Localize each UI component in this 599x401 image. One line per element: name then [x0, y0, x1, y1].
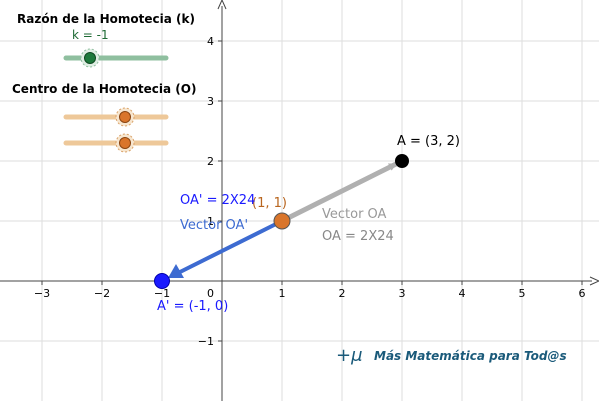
point-a-label: A = (3, 2) [397, 134, 460, 149]
x-tick-label: −2 [94, 287, 110, 300]
y-axis-arrow-icon [217, 0, 227, 10]
y-tick-label: 2 [207, 155, 214, 168]
y-tick-label: 4 [207, 35, 214, 48]
k-slider-title: Razón de la Homotecia (k) [17, 12, 195, 26]
x-tick-label: 2 [339, 287, 346, 300]
vector-oa-prime-value-label: OA' = 2X24 [180, 193, 255, 208]
center-x-slider-knob[interactable] [119, 111, 131, 123]
vector-oa-name-label: Vector OA [322, 207, 387, 222]
y-tick-label: 1 [207, 215, 214, 228]
vector-oa-prime-name-label: Vector OA' [180, 218, 248, 233]
x-tick-label: 3 [399, 287, 406, 300]
y-tick-marks [218, 40, 222, 342]
brand-logo-icon: +μ [336, 345, 363, 366]
vector-oa-prime[interactable] [177, 219, 283, 275]
k-value-label: k = -1 [72, 28, 109, 42]
y-tick-label: −1 [198, 335, 214, 348]
point-a-prime[interactable] [154, 273, 170, 289]
point-a-prime-label: A' = (-1, 0) [157, 299, 228, 314]
vector-oa-prime-arrowhead-icon [168, 264, 184, 278]
x-tick-label: −1 [154, 287, 170, 300]
center-y-slider-knob[interactable] [119, 137, 131, 149]
x-tick-label: 1 [279, 287, 286, 300]
point-a[interactable] [395, 154, 409, 168]
brand: +μ Más Matemática para Tod@s [336, 345, 567, 366]
x-tick-label: 6 [579, 287, 586, 300]
x-tick-label: −3 [34, 287, 50, 300]
point-center[interactable] [273, 212, 291, 230]
origin-label: 0 [207, 287, 214, 300]
k-slider-knob[interactable] [84, 52, 96, 64]
x-axis-arrow-icon [589, 276, 599, 286]
y-tick-label: 3 [207, 95, 214, 108]
x-tick-label: 4 [459, 287, 466, 300]
vector-oa[interactable] [280, 161, 398, 224]
center-sliders-title: Centro de la Homotecia (O) [12, 82, 196, 96]
x-tick-label: 5 [519, 287, 526, 300]
brand-text: Más Matemática para Tod@s [374, 349, 567, 363]
vector-oa-value-label: OA = 2X24 [322, 229, 394, 244]
x-tick-marks [41, 281, 583, 285]
control-panel: Razón de la Homotecia (k) k = -1 Centro … [12, 12, 196, 153]
center-label: (1, 1) [252, 196, 287, 211]
